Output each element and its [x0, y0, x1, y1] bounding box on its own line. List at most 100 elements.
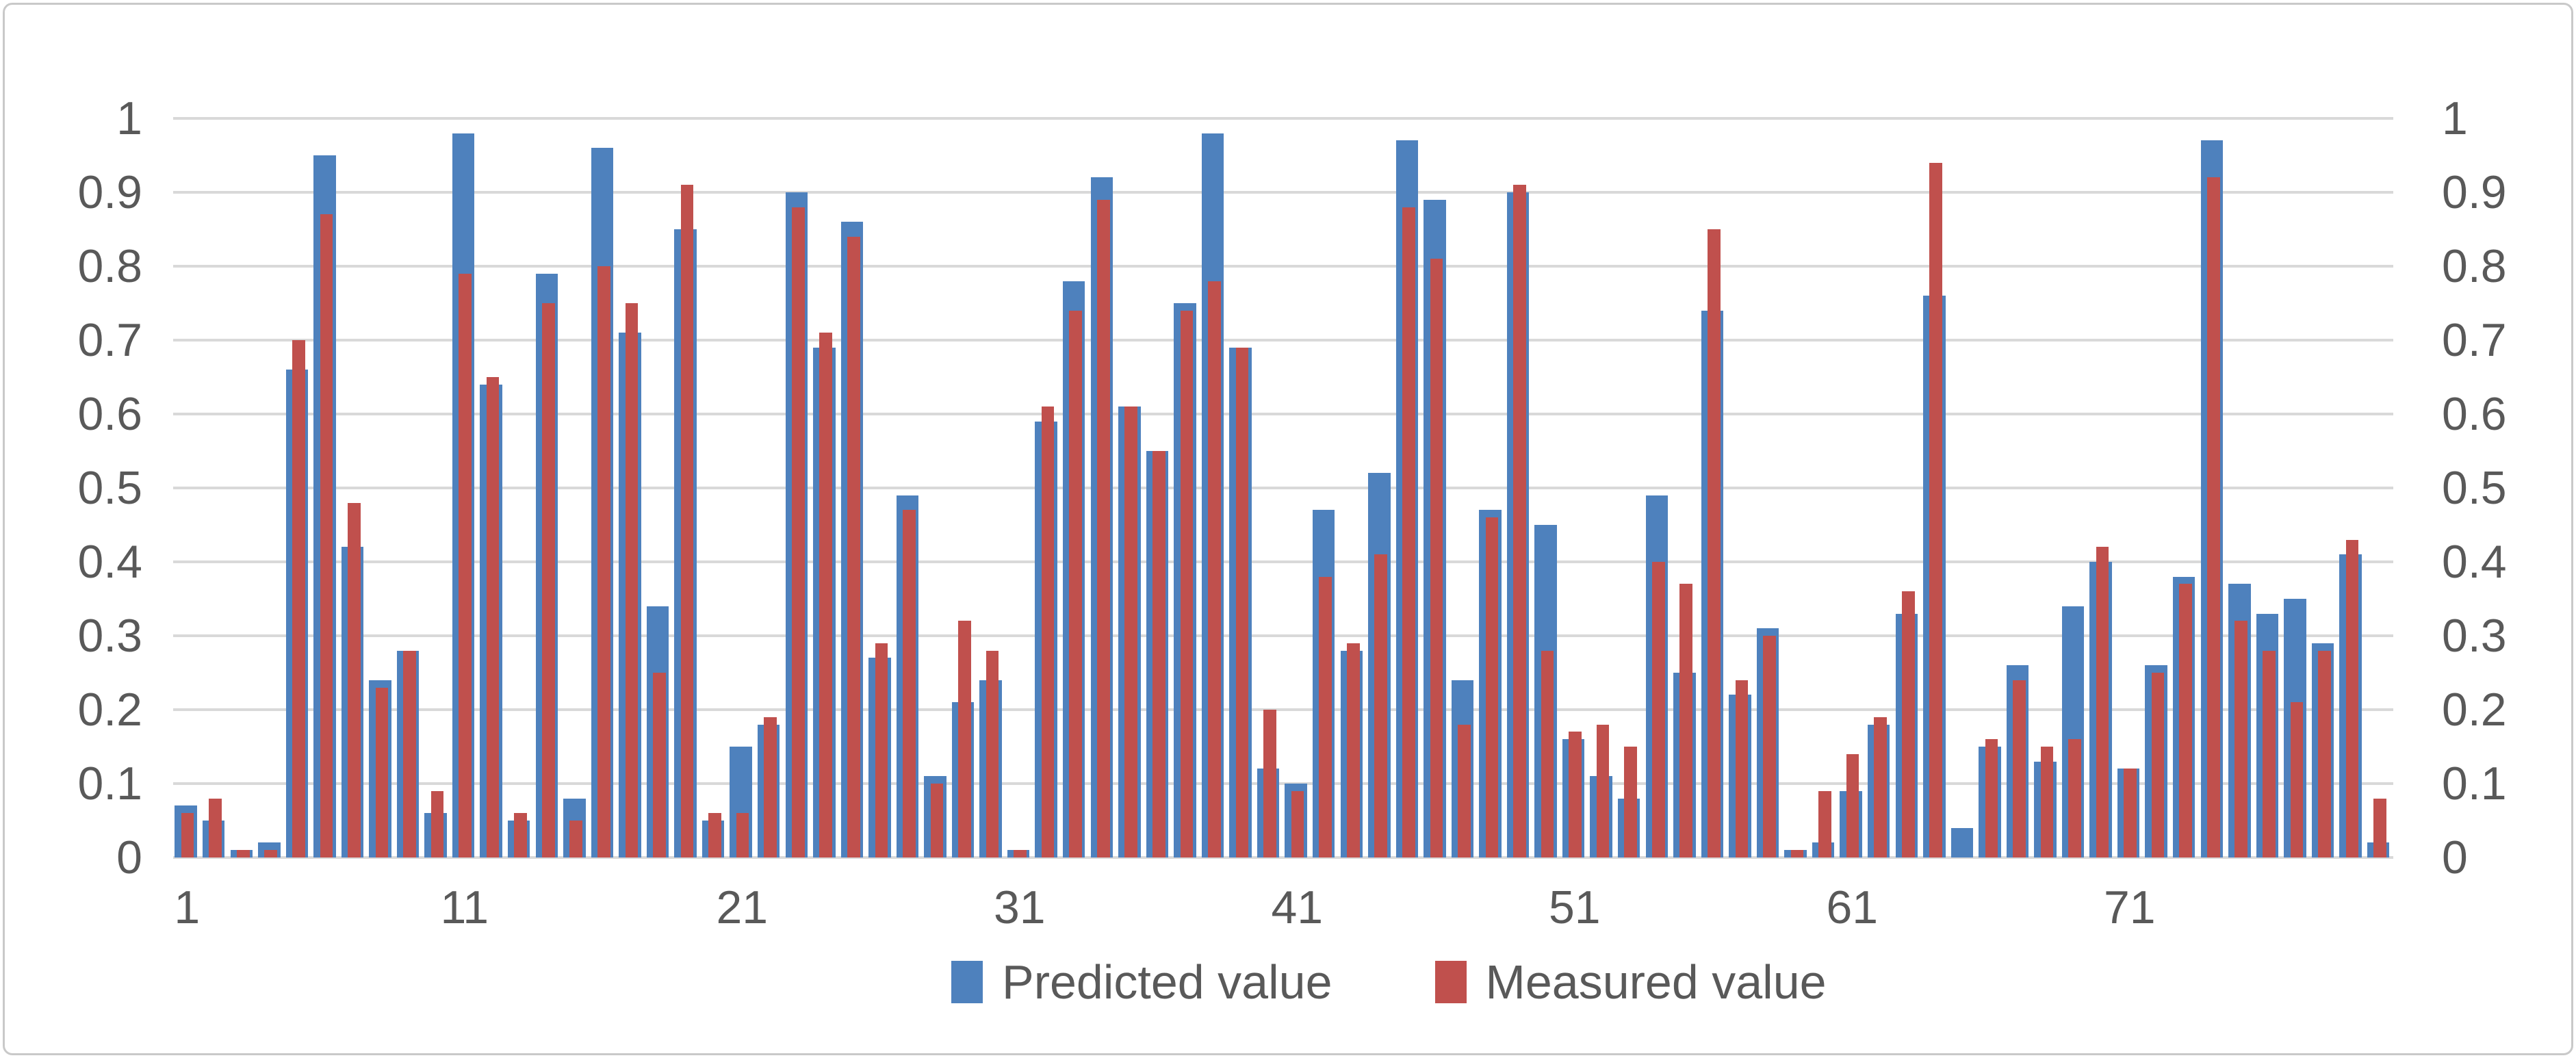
bar-measured	[1041, 407, 1055, 857]
bar-measured	[2040, 747, 2054, 857]
y-axis-tick-label-left: 0.7	[77, 314, 142, 366]
bar-measured	[1014, 850, 1027, 857]
bar-measured	[1763, 636, 1776, 857]
plot-area	[173, 117, 2393, 859]
y-axis-tick-label-right: 1	[2442, 92, 2468, 144]
bar-measured	[653, 673, 666, 857]
bar-measured	[2179, 584, 2192, 857]
bar-measured	[1624, 747, 1637, 857]
legend-label-measured: Measured value	[1485, 955, 1827, 1009]
bar-measured	[764, 717, 777, 857]
bar-measured	[1901, 591, 1915, 857]
x-axis-tick-label: 1	[174, 881, 201, 933]
x-axis-tick-label: 11	[440, 881, 489, 933]
bar-measured	[819, 333, 833, 857]
bar-measured	[1708, 229, 1721, 857]
gridline	[173, 339, 2393, 341]
bar-measured	[1235, 347, 1249, 857]
bar-measured	[930, 784, 944, 857]
x-axis-tick-label: 31	[993, 881, 1046, 933]
figure-border	[3, 3, 2573, 1055]
bar-measured	[541, 303, 555, 857]
bar-measured	[1152, 451, 1165, 857]
bar-measured	[1985, 739, 1998, 857]
bar-measured	[2234, 621, 2248, 857]
bar-measured	[514, 813, 527, 857]
bar-measured	[1458, 724, 1471, 857]
bar-measured	[1541, 650, 1554, 857]
y-axis-tick-label-left: 0.2	[77, 684, 142, 736]
bar-measured	[2013, 680, 2026, 857]
legend-label-predicted: Predicted value	[1002, 955, 1332, 1009]
bar-measured	[292, 340, 305, 857]
bar-measured	[2345, 539, 2359, 857]
bar-measured	[791, 207, 805, 857]
bar-measured	[2290, 702, 2304, 857]
bar-measured	[209, 798, 222, 857]
bar-measured	[1735, 680, 1749, 857]
bar-measured	[375, 687, 389, 857]
gridline	[173, 117, 2393, 120]
y-axis-tick-label-left: 0.5	[77, 462, 142, 514]
x-axis-tick-label: 41	[1271, 881, 1324, 933]
predicted-series-swatch-icon	[951, 961, 983, 1003]
bar-measured	[1929, 162, 1943, 857]
bar-measured	[2096, 547, 2109, 857]
bar-measured	[1513, 185, 1526, 857]
bar-measured	[1319, 576, 1332, 857]
bar-measured	[348, 502, 361, 857]
bar-measured	[1818, 790, 1831, 857]
bar-measured	[2124, 769, 2137, 857]
y-axis-tick-label-right: 0.5	[2442, 462, 2507, 514]
gridline	[173, 191, 2393, 194]
gridline	[173, 265, 2393, 268]
gridline	[173, 413, 2393, 415]
bar-measured	[625, 303, 639, 857]
gridline	[173, 782, 2393, 785]
bar-measured	[736, 813, 749, 857]
bar-predicted	[1950, 827, 1974, 857]
bar-measured	[2068, 739, 2081, 857]
bar-measured	[2373, 798, 2386, 857]
bar-measured	[1430, 259, 1443, 857]
x-axis-tick-label: 21	[716, 881, 769, 933]
y-axis-tick-label-left: 0.4	[77, 536, 142, 588]
y-axis-tick-label-right: 0.8	[2442, 240, 2507, 292]
bar-measured	[236, 850, 250, 857]
bar-measured	[486, 377, 500, 857]
legend-item-predicted: Predicted value	[951, 958, 1332, 1006]
bar-measured	[1346, 643, 1360, 857]
y-axis-tick-label-right: 0.4	[2442, 536, 2507, 588]
bar-measured	[2206, 177, 2220, 857]
legend: Predicted value Measured value	[951, 958, 1827, 1006]
bar-measured	[403, 650, 416, 857]
y-axis-tick-label-left: 0.3	[77, 610, 142, 662]
y-axis-tick-label-right: 0.2	[2442, 684, 2507, 736]
x-axis-tick-label: 51	[1548, 881, 1601, 933]
bar-measured	[1874, 717, 1887, 857]
legend-item-measured: Measured value	[1434, 955, 1827, 1009]
bar-measured	[1846, 753, 1859, 857]
bar-measured	[459, 273, 472, 857]
y-axis-tick-label-right: 0.7	[2442, 314, 2507, 366]
x-axis-line	[173, 856, 2393, 859]
bar-measured	[958, 621, 971, 857]
bar-measured	[1485, 517, 1499, 857]
bar-measured	[1596, 724, 1610, 857]
gridline	[173, 634, 2393, 637]
y-axis-tick-label-left: 0	[116, 831, 142, 883]
bar-measured	[1679, 584, 1693, 857]
bar-measured	[320, 214, 333, 857]
x-axis-tick-label: 61	[1826, 881, 1879, 933]
bar-measured	[264, 850, 278, 857]
y-axis-tick-label-left: 0.6	[77, 388, 142, 440]
y-axis-tick-label-left: 0.8	[77, 240, 142, 292]
y-axis-tick-label-left: 0.1	[77, 758, 142, 810]
bar-measured	[1569, 732, 1582, 857]
bar-measured	[1651, 562, 1665, 857]
bar-measured	[847, 236, 860, 857]
bar-measured	[2263, 650, 2276, 857]
gridline	[173, 708, 2393, 711]
x-axis-tick-label: 71	[2103, 881, 2156, 933]
